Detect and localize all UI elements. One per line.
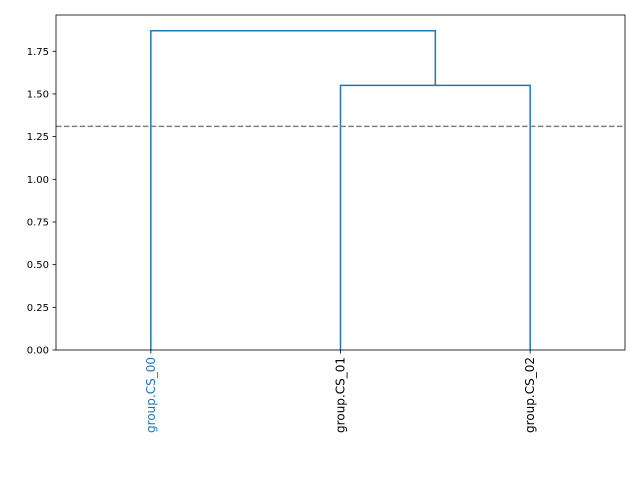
y-tick-label: 0.00 <box>27 346 49 357</box>
leaf-label: group.CS_00 <box>144 357 158 433</box>
y-tick-label: 0.75 <box>27 217 49 228</box>
y-tick-label: 1.75 <box>27 47 49 58</box>
y-axis: 0.00 0.25 0.50 0.75 1.00 1.25 1.50 1.75 <box>27 47 56 357</box>
y-tick-label: 1.25 <box>27 132 49 143</box>
y-tick-label: 0.50 <box>27 260 49 271</box>
dendrogram-link-2 <box>150 30 437 350</box>
leaf-label: group.CS_02 <box>523 357 537 433</box>
y-tick-label: 1.50 <box>27 89 49 100</box>
y-tick-label: 0.25 <box>27 303 49 314</box>
y-tick-label: 1.00 <box>27 175 49 186</box>
x-axis-leaf-labels: group.CS_00 group.CS_01 group.CS_02 <box>144 350 537 433</box>
leaf-label: group.CS_01 <box>334 357 348 433</box>
